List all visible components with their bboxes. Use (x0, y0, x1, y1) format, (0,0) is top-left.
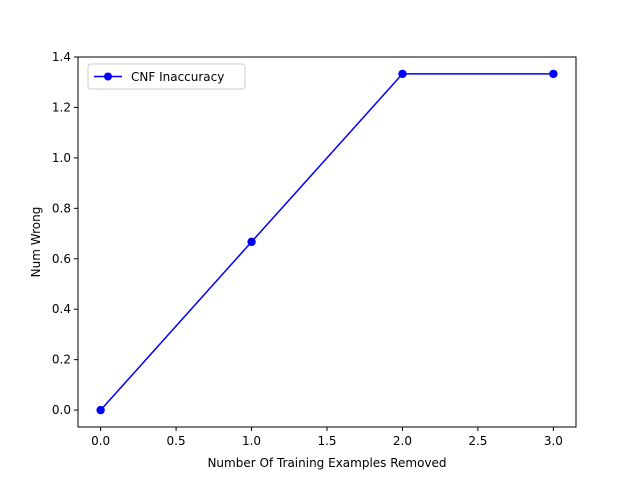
y-tick-label: 0.0 (52, 403, 71, 417)
x-tick-label: 0.0 (91, 434, 110, 448)
y-axis-label: Num Wrong (29, 207, 43, 278)
legend-label: CNF Inaccuracy (131, 70, 224, 84)
x-tick-label: 1.0 (242, 434, 261, 448)
y-tick-label: 0.6 (52, 252, 71, 266)
y-tick-label: 0.4 (52, 302, 71, 316)
x-tick-label: 1.5 (317, 434, 336, 448)
series-line (100, 73, 554, 411)
x-tick-label: 2.5 (468, 434, 487, 448)
x-tick-label: 3.0 (544, 434, 563, 448)
legend: CNF Inaccuracy (87, 63, 246, 90)
plot-frame (77, 56, 577, 428)
legend-box (87, 63, 246, 90)
x-tick-label: 2.0 (393, 434, 412, 448)
data-point (96, 405, 105, 415)
y-tick-label: 1.4 (52, 50, 71, 64)
y-tick-label: 1.0 (52, 151, 71, 165)
y-tick-label: 0.2 (52, 353, 71, 367)
legend-marker (104, 72, 112, 81)
series-layer (96, 69, 558, 415)
data-point (398, 69, 407, 79)
y-tick-label: 1.2 (52, 100, 71, 114)
data-point (549, 69, 558, 79)
ticks-layer: 0.0 0.5 1.0 1.5 2.0 2.5 3.0 0.0 0.2 0.4 0.6 0.8 1.0 1… (52, 50, 563, 448)
x-tick-label: 0.5 (167, 434, 186, 448)
x-axis-label: Number Of Training Examples Removed (207, 456, 446, 470)
data-point (247, 237, 256, 247)
y-tick-label: 0.8 (52, 201, 71, 215)
